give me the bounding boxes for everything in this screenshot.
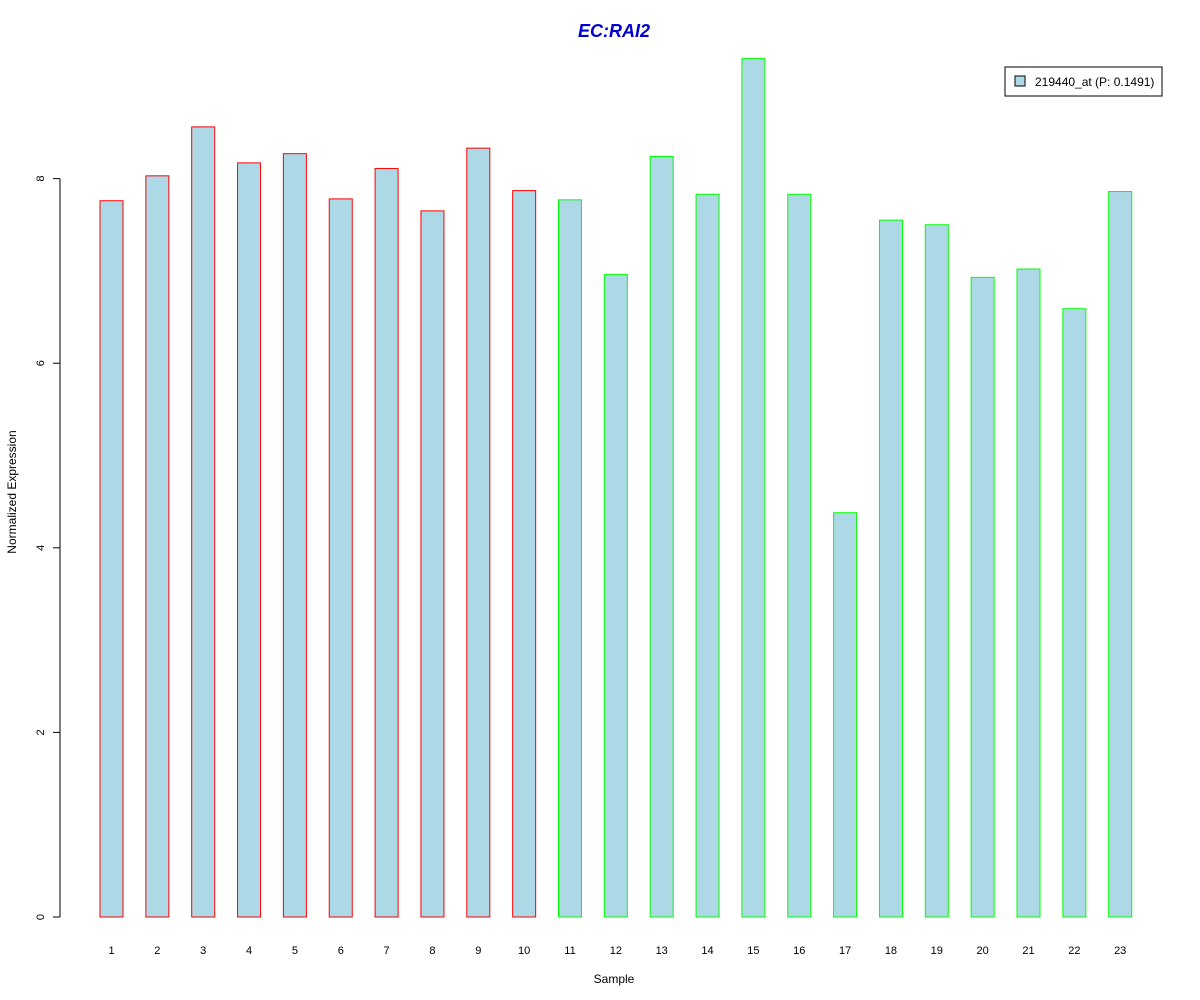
legend-swatch [1014,75,1026,87]
x-tick-label: 2 [154,945,160,957]
bar-sample-22 [1062,308,1087,918]
bar-sample-15 [741,58,766,918]
bar-sample-1 [99,200,124,918]
legend: 219440_at (P: 0.1491) [1004,66,1163,97]
bar-sample-7 [374,167,399,918]
bar-sample-8 [420,210,445,918]
y-tick-label: 8 [35,176,47,182]
x-tick-label: 10 [518,945,530,957]
y-tick-label: 2 [35,729,47,735]
bar-sample-14 [695,193,720,918]
bar-sample-9 [466,147,491,918]
x-tick-label: 12 [610,945,622,957]
x-tick-label: 14 [701,945,713,957]
x-axis-label: Sample [594,972,635,986]
x-tick-label: 13 [656,945,668,957]
bar-sample-5 [282,153,307,918]
bar-sample-6 [328,198,353,918]
x-tick-label: 16 [793,945,805,957]
bar-sample-21 [1016,268,1041,918]
bar-sample-18 [878,219,903,918]
bar-sample-13 [649,155,674,918]
bar-sample-16 [787,193,812,918]
bar-sample-20 [970,276,995,918]
bar-sample-12 [603,274,628,918]
y-tick-label: 4 [35,545,47,551]
bar-sample-2 [145,175,170,918]
chart-title: EC:RAI2 [578,21,650,41]
x-tick-label: 20 [977,945,989,957]
bar-sample-19 [924,224,949,918]
y-axis-label: Normalized Expression [5,430,19,553]
y-tick-label: 6 [35,360,47,366]
x-tick-label: 5 [292,945,298,957]
x-tick-label: 21 [1022,945,1034,957]
x-tick-labels: 1 2 3 4 5 6 7 8 9 10 11 12 13 14 15 16 17 18 19 20 21 22 23 [108,945,1126,957]
x-tick-label: 22 [1068,945,1080,957]
x-tick-label: 23 [1114,945,1126,957]
bar-sample-3 [191,126,216,918]
x-tick-label: 8 [429,945,435,957]
bar-sample-11 [558,199,582,918]
legend-label: 219440_at (P: 0.1491) [1035,75,1154,89]
x-tick-label: 18 [885,945,897,957]
x-tick-label: 19 [931,945,943,957]
x-tick-label: 4 [246,945,252,957]
x-tick-label: 1 [108,945,114,957]
y-axis: 0 2 4 6 8 [35,176,61,920]
y-tick-label: 0 [35,914,47,920]
x-tick-label: 17 [839,945,851,957]
x-tick-label: 9 [475,945,481,957]
bar-sample-10 [512,190,537,918]
legend-box [1004,66,1163,97]
x-tick-label: 15 [747,945,759,957]
x-tick-label: 11 [564,945,575,957]
bar-sample-23 [1108,191,1133,918]
bar-sample-4 [237,162,262,918]
x-tick-label: 3 [200,945,206,957]
x-tick-label: 7 [384,945,390,957]
x-tick-label: 6 [338,945,344,957]
bar-sample-17 [833,512,858,918]
bars [99,58,1133,918]
